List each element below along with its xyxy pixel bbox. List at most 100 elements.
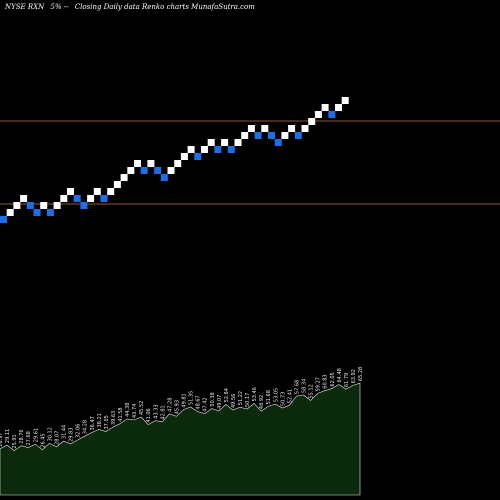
volume-label: 45.52	[139, 401, 145, 415]
renko-brick-up	[341, 97, 349, 104]
volume-label: 50.73	[280, 392, 286, 406]
volume-label: 45.93	[175, 400, 181, 414]
renko-brick-up	[67, 188, 74, 195]
volume-label: 34.28	[83, 420, 89, 434]
volume-label: 39.63	[111, 411, 117, 425]
volume-label: 52.84	[224, 388, 230, 402]
volume-label: 50.17	[245, 393, 251, 407]
chart-brick-pct-suffix: --	[64, 3, 69, 11]
renko-brick-down	[227, 146, 235, 153]
renko-brick-up	[335, 104, 342, 111]
renko-brick-up	[321, 104, 329, 111]
renko-brick-up	[147, 160, 155, 167]
renko-brick-up	[120, 174, 128, 181]
volume-label: 27.68	[26, 431, 32, 445]
volume-label: 50.38	[210, 392, 216, 406]
renko-brick-up	[281, 132, 289, 139]
volume-label: 52.41	[287, 389, 293, 403]
renko-brick-up	[207, 139, 215, 146]
volume-label: 53.46	[252, 387, 258, 401]
renko-brick-up	[201, 146, 208, 153]
renko-brick-up	[87, 195, 95, 202]
renko-brick-up	[308, 118, 316, 125]
chart-symbol: NYSE RXN	[4, 3, 45, 11]
volume-label: 26.45	[40, 433, 46, 447]
renko-brick-up	[6, 209, 14, 216]
volume-label: 48.67	[196, 395, 202, 409]
volume-label: 42.81	[160, 405, 166, 419]
volume-label: 48.92	[259, 395, 265, 409]
volume-label: 32.06	[76, 424, 82, 438]
renko-brick-up	[187, 146, 195, 153]
renko-brick-down	[214, 146, 222, 153]
renko-brick-down	[26, 202, 34, 209]
volume-label: 43.74	[132, 404, 138, 418]
volume-label: 29.61	[33, 428, 39, 442]
volume-label: 44.38	[125, 403, 131, 417]
renko-brick-down	[194, 153, 202, 160]
volume-label: 37.05	[104, 415, 110, 429]
volume-label: 62.05	[330, 372, 336, 386]
volume-label: 65.28	[358, 367, 364, 381]
volume-label: 26.97	[0, 432, 4, 446]
renko-brick-down	[33, 209, 41, 216]
renko-brick-down	[140, 167, 148, 174]
renko-brick-down	[46, 209, 54, 216]
volume-label: 63.92	[351, 369, 357, 383]
renko-brick-up	[40, 202, 48, 209]
volume-label: 36.47	[90, 416, 96, 430]
volume-label: 51.68	[266, 390, 272, 404]
chart-header: NYSE RXN 5% -- Closing Daily data Renko …	[4, 3, 255, 11]
volume-label: 47.42	[203, 397, 209, 411]
renko-brick-down	[154, 167, 162, 174]
volume-label: 58.34	[302, 379, 308, 393]
renko-brick-up	[180, 153, 188, 160]
volume-label: 53.05	[273, 388, 279, 402]
volume-label: 51.22	[238, 391, 244, 405]
volume-label: 43.33	[153, 404, 159, 418]
volume-label: 38.21	[97, 413, 103, 427]
renko-brick-up	[107, 188, 115, 195]
renko-brick-up	[288, 125, 296, 132]
renko-brick-up	[234, 139, 242, 146]
volume-panel: 26.97 29.11 25.91 28.76 27.68 29.61 26.45 30.12…	[0, 367, 364, 496]
volume-label: 57.68	[295, 380, 301, 394]
volume-label: 49.56	[231, 394, 237, 408]
renko-brick-down	[160, 174, 168, 181]
renko-brick-up	[13, 202, 21, 209]
renko-bricks	[0, 97, 349, 223]
volume-label: 41.58	[118, 407, 124, 421]
renko-brick-up	[221, 139, 229, 146]
volume-label: 25.91	[12, 434, 18, 448]
renko-brick-down	[80, 202, 88, 209]
volume-label: 47.28	[167, 398, 173, 412]
volume-label: 51.35	[189, 391, 195, 405]
renko-brick-down	[274, 139, 282, 146]
volume-label: 59.27	[316, 377, 322, 391]
chart-description: Closing Daily data Renko charts MunafaSu…	[75, 3, 255, 11]
renko-brick-up	[127, 167, 135, 174]
renko-brick-up	[174, 160, 182, 167]
chart-brick-pct: 5%	[51, 3, 62, 11]
renko-brick-up	[93, 188, 101, 195]
renko-brick-up	[53, 202, 61, 209]
renko-brick-down	[268, 132, 275, 139]
renko-brick-up	[113, 181, 121, 188]
renko-brick-down	[294, 132, 302, 139]
renko-brick-up	[60, 195, 68, 202]
volume-label: 28.76	[19, 429, 25, 443]
volume-label: 41.06	[146, 408, 152, 422]
volume-area	[0, 382, 361, 496]
volume-label: 29.83	[69, 428, 75, 442]
volume-label: 49.07	[217, 395, 223, 409]
renko-brick-up	[20, 195, 28, 202]
renko-brick-up	[241, 132, 249, 139]
renko-brick-down	[100, 195, 108, 202]
renko-brick-up	[261, 125, 269, 132]
volume-label: 31.44	[62, 425, 68, 439]
volume-label: 28.07	[55, 431, 61, 445]
renko-brick-down	[328, 111, 336, 118]
renko-brick-up	[314, 111, 322, 118]
volume-label: 49.81	[182, 393, 188, 407]
